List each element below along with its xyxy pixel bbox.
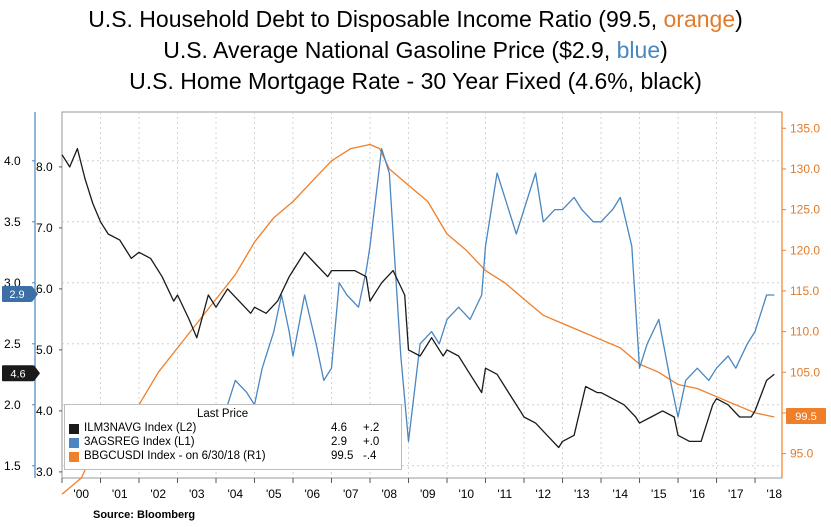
x-tick-label: '02 xyxy=(150,487,166,501)
x-tick-label: '04 xyxy=(227,487,243,501)
x-tick-label: '00 xyxy=(73,487,89,501)
left-outer-tick-label: 2.5 xyxy=(4,337,21,351)
chart-titles: U.S. Household Debt to Disposable Income… xyxy=(0,4,831,97)
title-line-1-suffix: ) xyxy=(735,6,743,32)
legend-change: +.0 xyxy=(363,436,380,448)
left-inner-tick-label: 7.0 xyxy=(36,221,53,235)
x-tick-label: '06 xyxy=(304,487,320,501)
right-tick-label: 110.0 xyxy=(790,325,819,339)
last-price-tags: 2.9 4.6 99.5 xyxy=(2,286,826,424)
left-outer-tick-label: 1.5 xyxy=(4,459,21,473)
legend-row-debt-ratio: BBGCUSDI Index - on 6/30/18 (R1) 99.5 -.… xyxy=(69,450,397,464)
left-inner-tick-label: 6.0 xyxy=(36,282,53,296)
title-line-1-color-word: orange xyxy=(663,6,736,32)
x-tick-label: '01 xyxy=(112,487,128,501)
x-tick-label: '16 xyxy=(689,487,705,501)
right-tick-label: 105.0 xyxy=(790,365,820,379)
last-price-tag-pointer xyxy=(34,365,40,382)
x-tick-label: '10 xyxy=(458,487,474,501)
title-line-2-color-word: blue xyxy=(616,37,661,63)
legend-row-gasoline: 3AGSREG Index (L1) 2.9 +.0 xyxy=(69,436,397,450)
x-tick-label: '09 xyxy=(420,487,436,501)
left-outer-tick-label: 2.0 xyxy=(4,398,21,412)
last-price-tag-debt_ratio xyxy=(786,408,826,424)
right-tick-label: 120.0 xyxy=(790,243,820,257)
legend-row-mortgage: ILM3NAVG Index (L2) 4.6 +.2 xyxy=(69,422,397,436)
right-tick-label: 115.0 xyxy=(790,284,819,298)
legend-swatch xyxy=(69,438,79,448)
x-tick-label: '12 xyxy=(535,487,551,501)
legend-last-price: 4.6 xyxy=(331,422,347,434)
x-tick-label: '13 xyxy=(574,487,590,501)
legend-series-name: 3AGSREG Index (L1) xyxy=(84,436,195,448)
legend-last-price: 2.9 xyxy=(331,436,347,448)
left-outer-tick-label: 3.5 xyxy=(4,215,21,229)
last-price-tag-label: 4.6 xyxy=(10,368,25,380)
legend: Last Price ILM3NAVG Index (L2) 4.6 +.2 3… xyxy=(64,404,402,470)
title-line-2: U.S. Average National Gasoline Price ($2… xyxy=(0,35,831,66)
last-price-tag-pointer xyxy=(32,286,38,302)
legend-swatch xyxy=(69,424,79,434)
left-outer-tick-label: 4.0 xyxy=(4,154,21,168)
x-tick-label: '08 xyxy=(381,487,397,501)
chart-axes: '00 '01 '02 '03 '04 '05 '06 '07 '08 '09 '10 '11 '12 '… xyxy=(4,112,820,501)
last-price-tag-gasoline xyxy=(2,286,32,302)
source-note: Source: Bloomberg xyxy=(93,509,196,521)
right-tick-label: 130.0 xyxy=(790,162,820,176)
legend-change: -.4 xyxy=(363,450,377,462)
legend-series-name: BBGCUSDI Index - on 6/30/18 (R1) xyxy=(84,450,266,462)
last-price-tag-label: 2.9 xyxy=(9,289,24,301)
x-tick-label: '18 xyxy=(766,487,782,501)
left-inner-tick-label: 3.0 xyxy=(36,465,53,479)
legend-change: +.2 xyxy=(363,422,380,434)
x-tick-label: '11 xyxy=(497,487,512,501)
last-price-tag-label: 99.5 xyxy=(795,411,816,423)
series-line-debt_ratio xyxy=(61,143,775,495)
right-tick-label: 95.0 xyxy=(790,447,814,461)
title-line-1: U.S. Household Debt to Disposable Income… xyxy=(0,4,831,35)
right-tick-label: 125.0 xyxy=(790,203,820,217)
x-tick-label: '15 xyxy=(651,487,667,501)
legend-series-name: ILM3NAVG Index (L2) xyxy=(84,422,197,434)
x-tick-label: '05 xyxy=(266,487,282,501)
chart-series xyxy=(61,143,775,495)
title-line-1-text: U.S. Household Debt to Disposable Income… xyxy=(88,6,664,32)
legend-last-price: 99.5 xyxy=(331,450,354,462)
left-inner-tick-label: 8.0 xyxy=(36,160,53,174)
last-price-tag-mortgage xyxy=(2,365,34,382)
series-line-mortgage xyxy=(61,147,775,449)
x-tick-label: '03 xyxy=(189,487,205,501)
x-tick-label: '14 xyxy=(612,487,628,501)
title-line-3: U.S. Home Mortgage Rate - 30 Year Fixed … xyxy=(129,68,702,94)
x-tick-label: '07 xyxy=(343,487,359,501)
legend-header: Last Price xyxy=(197,408,249,420)
legend-swatch xyxy=(69,452,79,462)
left-inner-tick-label: 5.0 xyxy=(36,343,53,357)
x-tick-label: '17 xyxy=(728,487,744,501)
left-inner-tick-label: 4.0 xyxy=(36,404,53,418)
title-line-2-suffix: ) xyxy=(660,37,668,63)
right-tick-label: 135.0 xyxy=(790,121,820,135)
series-line-gasoline xyxy=(216,147,775,443)
title-line-2-text: U.S. Average National Gasoline Price ($2… xyxy=(163,37,617,63)
